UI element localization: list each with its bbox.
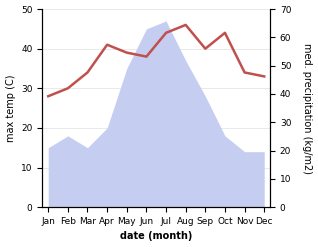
Y-axis label: med. precipitation (kg/m2): med. precipitation (kg/m2) [302, 43, 313, 174]
X-axis label: date (month): date (month) [120, 231, 192, 242]
Y-axis label: max temp (C): max temp (C) [5, 74, 16, 142]
